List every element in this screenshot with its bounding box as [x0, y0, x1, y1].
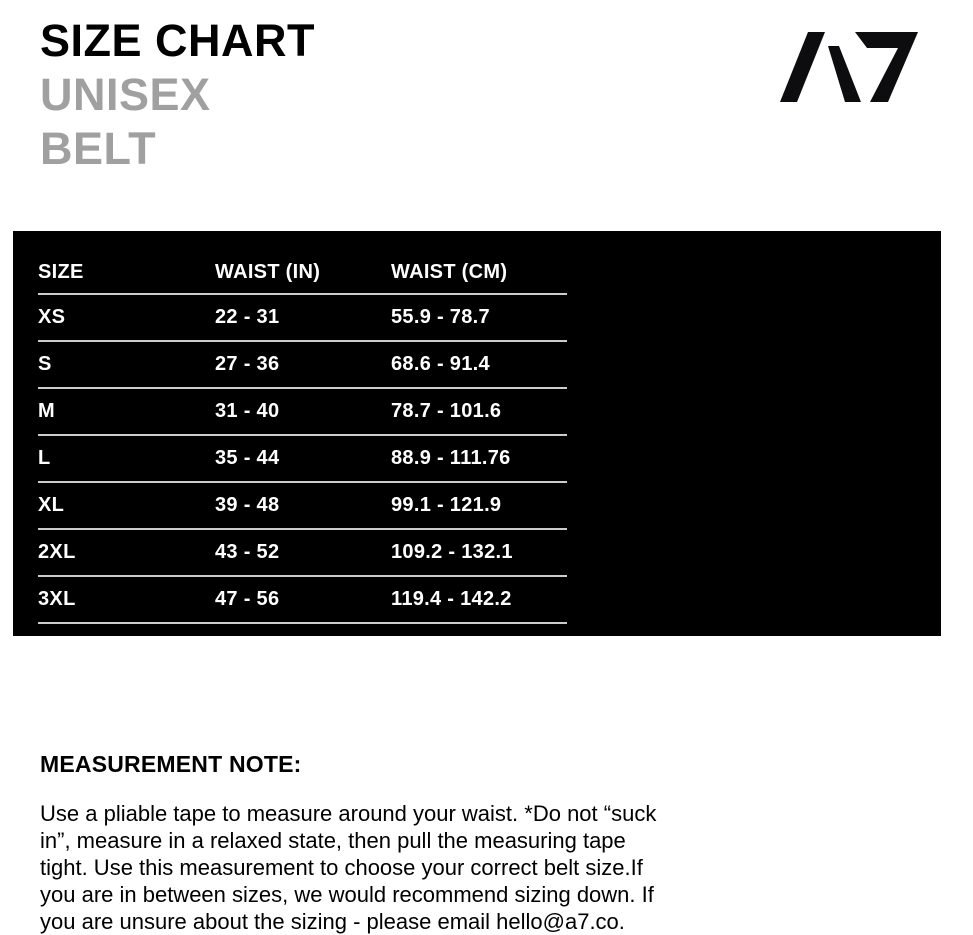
measurement-note-body: Use a pliable tape to measure around you… — [40, 800, 656, 935]
table-row: M 31 - 40 78.7 - 101.6 — [38, 388, 567, 436]
table-row: 3XL 47 - 56 119.4 - 142.2 — [38, 576, 567, 624]
waist-cm-cell: 78.7 - 101.6 — [391, 388, 567, 436]
table-row: 2XL 43 - 52 109.2 - 132.1 — [38, 529, 567, 577]
size-cell: 2XL — [38, 529, 215, 577]
subtitle-belt: BELT — [40, 123, 157, 174]
table-row: XS 22 - 31 55.9 - 78.7 — [38, 294, 567, 342]
measurement-note-heading: MEASUREMENT NOTE: — [40, 751, 302, 777]
size-cell: M — [38, 388, 215, 436]
size-cell: XS — [38, 294, 215, 342]
logo-middle-stroke — [828, 46, 861, 102]
table-row: XL 39 - 48 99.1 - 121.9 — [38, 482, 567, 530]
column-header-waist-in: WAIST (IN) — [215, 231, 391, 295]
note-line: tight. Use this measurement to choose yo… — [40, 855, 643, 880]
page-title: SIZE CHART — [40, 15, 315, 66]
logo-seven-stroke — [855, 32, 918, 102]
column-header-size: SIZE — [38, 231, 215, 295]
size-cell: 3XL — [38, 576, 215, 624]
waist-cm-cell: 68.6 - 91.4 — [391, 341, 567, 389]
table-header-row: SIZE WAIST (IN) WAIST (CM) — [38, 231, 567, 295]
waist-in-cell: 47 - 56 — [215, 576, 391, 624]
waist-cm-cell: 88.9 - 111.76 — [391, 435, 567, 483]
a7-logo — [770, 20, 930, 115]
table-row: S 27 - 36 68.6 - 91.4 — [38, 341, 567, 389]
waist-in-cell: 27 - 36 — [215, 341, 391, 389]
waist-in-cell: 22 - 31 — [215, 294, 391, 342]
waist-cm-cell: 109.2 - 132.1 — [391, 529, 567, 577]
note-line: you are in between sizes, we would recom… — [40, 882, 654, 907]
note-line: you are unsure about the sizing - please… — [40, 909, 625, 934]
size-table: SIZE WAIST (IN) WAIST (CM) XS 22 - 31 55… — [38, 231, 567, 624]
waist-cm-cell: 119.4 - 142.2 — [391, 576, 567, 624]
note-line: in”, measure in a relaxed state, then pu… — [40, 828, 626, 853]
column-header-waist-cm: WAIST (CM) — [391, 231, 567, 295]
logo-left-stroke — [780, 32, 825, 102]
size-cell: S — [38, 341, 215, 389]
waist-in-cell: 43 - 52 — [215, 529, 391, 577]
waist-in-cell: 31 - 40 — [215, 388, 391, 436]
note-line: Use a pliable tape to measure around you… — [40, 801, 657, 826]
subtitle-unisex: UNISEX — [40, 69, 211, 120]
a7-logo-icon — [780, 32, 918, 102]
size-cell: XL — [38, 482, 215, 530]
waist-cm-cell: 99.1 - 121.9 — [391, 482, 567, 530]
size-cell: L — [38, 435, 215, 483]
table-row: L 35 - 44 88.9 - 111.76 — [38, 435, 567, 483]
waist-cm-cell: 55.9 - 78.7 — [391, 294, 567, 342]
waist-in-cell: 35 - 44 — [215, 435, 391, 483]
waist-in-cell: 39 - 48 — [215, 482, 391, 530]
header-title-block: SIZE CHART UNISEX BELT — [40, 14, 315, 176]
